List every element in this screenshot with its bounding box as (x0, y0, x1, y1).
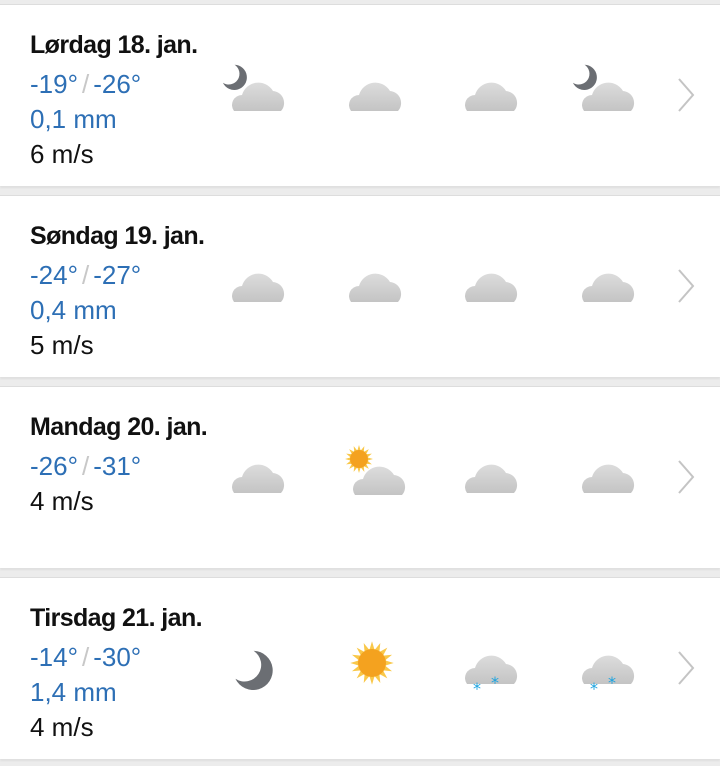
partly-cloudy-night-icon (572, 64, 635, 111)
svg-text:*: * (608, 673, 616, 692)
svg-text:*: * (590, 679, 598, 698)
temp-separator: / (81, 69, 90, 99)
svg-text:*: * (491, 673, 499, 692)
partly-cloudy-night-icon (222, 64, 285, 111)
cloudy-icon (232, 464, 285, 493)
chevron-right-icon[interactable] (676, 650, 696, 686)
wind-speed: 6 m/s (30, 139, 94, 169)
clear-night-icon (235, 650, 273, 690)
cloudy-icon (582, 464, 635, 493)
temp-separator: / (81, 451, 90, 481)
low-temp: -30° (93, 642, 142, 672)
day-title: Mandag 20. jan. (30, 413, 208, 441)
day-summary: -19° / -26° 0,1 mm 6 m/s (30, 67, 141, 172)
day-summary: -24° / -27° 0,4 mm 5 m/s (30, 258, 141, 363)
cloudy-icon (465, 82, 518, 111)
day-summary: -26° / -31° 4 m/s (30, 449, 141, 519)
cloudy-icon (349, 273, 402, 302)
precipitation: 0,4 mm (30, 295, 117, 325)
cloudy-icon (232, 273, 285, 302)
temperature: -19° / -26° (30, 67, 141, 102)
low-temp: -27° (93, 260, 142, 290)
cloudy-icon (465, 464, 518, 493)
day-row[interactable]: Lørdag 18. jan. -19° / -26° 0,1 mm 6 m/s (0, 4, 720, 186)
low-temp: -26° (93, 69, 142, 99)
day-row[interactable]: Mandag 20. jan. -26° / -31° 4 m/s (0, 386, 720, 568)
day-row[interactable]: Tirsdag 21. jan. -14° / -30° 1,4 mm 4 m/s * * *… (0, 577, 720, 759)
temp-separator: / (81, 642, 90, 672)
day-title: Søndag 19. jan. (30, 222, 205, 250)
chevron-right-icon[interactable] (676, 268, 696, 304)
day-title: Tirsdag 21. jan. (30, 604, 203, 632)
partly-cloudy-day-icon (345, 445, 406, 495)
cloudy-icon (582, 273, 635, 302)
precipitation: 1,4 mm (30, 677, 117, 707)
precipitation: 0,1 mm (30, 104, 117, 134)
low-temp: -31° (93, 451, 142, 481)
day-row[interactable]: Søndag 19. jan. -24° / -27° 0,4 mm 5 m/s (0, 195, 720, 377)
temp-separator: / (81, 260, 90, 290)
wind-speed: 4 m/s (30, 712, 94, 742)
cloudy-icon (465, 273, 518, 302)
chevron-right-icon[interactable] (676, 459, 696, 495)
temperature: -26° / -31° (30, 449, 141, 484)
light-snow-icon: * * (465, 655, 518, 698)
high-temp: -26° (30, 451, 78, 481)
cloudy-icon (349, 82, 402, 111)
temperature: -24° / -27° (30, 258, 141, 293)
wind-speed: 5 m/s (30, 330, 94, 360)
day-title: Lørdag 18. jan. (30, 31, 198, 59)
wind-speed: 4 m/s (30, 486, 94, 516)
high-temp: -19° (30, 69, 78, 99)
svg-text:*: * (473, 679, 481, 698)
temperature: -14° / -30° (30, 640, 141, 675)
day-summary: -14° / -30° 1,4 mm 4 m/s (30, 640, 141, 745)
light-snow-icon: * * (582, 655, 635, 698)
high-temp: -24° (30, 260, 78, 290)
chevron-right-icon[interactable] (676, 77, 696, 113)
high-temp: -14° (30, 642, 78, 672)
clear-day-icon (350, 641, 394, 685)
